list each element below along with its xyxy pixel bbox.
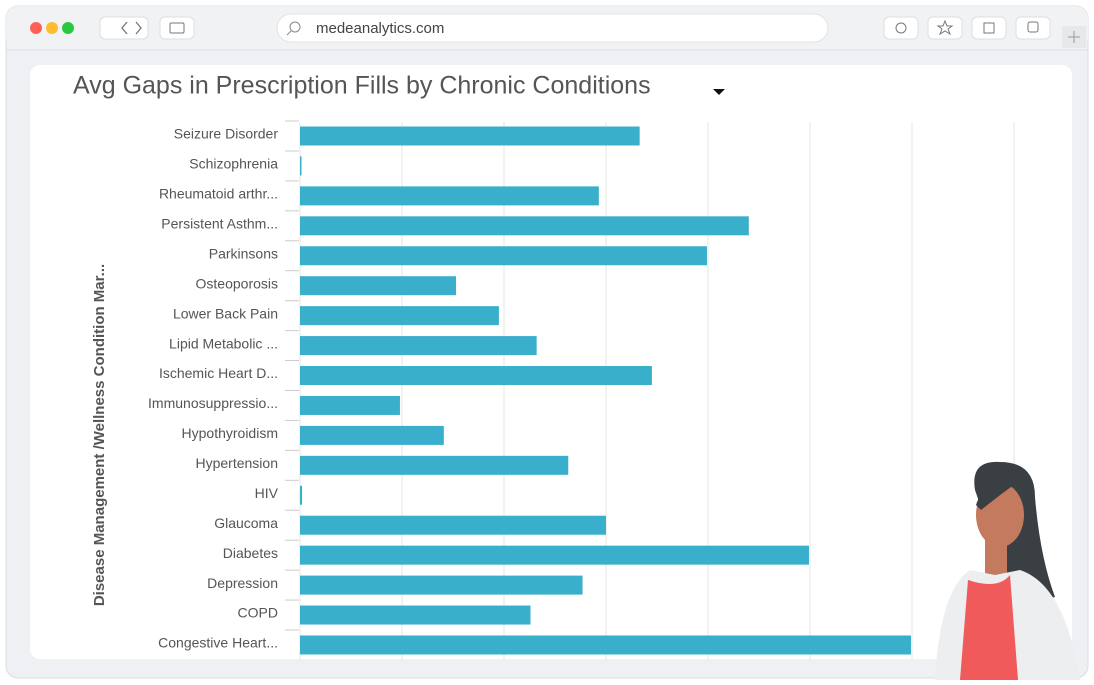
chart-card [30, 65, 1072, 659]
minimize-button[interactable] [46, 22, 58, 34]
y-tick-label: Seizure Disorder [174, 126, 279, 142]
bar [300, 516, 606, 535]
bar [300, 635, 911, 654]
y-tick-label: Depression [207, 575, 278, 591]
chart-title: Avg Gaps in Prescription Fills by Chroni… [73, 72, 651, 100]
bar [300, 576, 583, 595]
y-tick-label: Persistent Asthm... [161, 216, 278, 232]
bar [300, 246, 707, 265]
bar [300, 127, 640, 146]
y-tick-label: Lower Back Pain [173, 305, 278, 321]
y-tick-label: Schizophrenia [189, 156, 278, 172]
y-tick-label: Ischemic Heart D... [159, 365, 278, 381]
bar [300, 396, 400, 415]
bar [300, 336, 537, 355]
reload-button[interactable] [884, 17, 918, 39]
y-tick-label: Congestive Heart... [158, 635, 278, 651]
bar [300, 156, 302, 175]
zoom-button[interactable] [62, 22, 74, 34]
shirt [960, 575, 1018, 680]
y-tick-label: Immunosuppressio... [148, 395, 278, 411]
screen: medeanalytics.com Avg Gaps in Prescripti… [0, 0, 1094, 680]
bar [300, 306, 499, 325]
bar [300, 366, 652, 385]
bar [300, 606, 531, 625]
bar [300, 216, 749, 235]
close-button[interactable] [30, 22, 42, 34]
bar [300, 276, 456, 295]
y-tick-label: Glaucoma [214, 515, 278, 531]
bar [300, 426, 444, 445]
y-tick-label: Osteoporosis [196, 275, 278, 291]
y-tick-label: Diabetes [223, 545, 278, 561]
url: medeanalytics.com [316, 20, 444, 37]
y-tick-label: Parkinsons [209, 245, 278, 261]
bar [300, 546, 809, 565]
bar [300, 186, 599, 205]
y-tick-label: Rheumatoid arthr... [159, 186, 278, 202]
sidebar-button[interactable] [160, 17, 194, 39]
y-tick-label: COPD [238, 605, 278, 621]
y-tick-label: HIV [255, 485, 279, 501]
y-tick-label: Hypothyroidism [182, 425, 278, 441]
y-tick-label: Hypertension [196, 455, 279, 471]
bar [300, 456, 568, 475]
bar [300, 486, 302, 505]
tabs-button[interactable] [1016, 17, 1050, 39]
y-axis-label: Disease Management /Wellness Condition M… [91, 264, 108, 606]
y-tick-label: Lipid Metabolic ... [169, 335, 278, 351]
share-button[interactable] [972, 17, 1006, 39]
page: medeanalytics.com Avg Gaps in Prescripti… [0, 0, 1094, 680]
